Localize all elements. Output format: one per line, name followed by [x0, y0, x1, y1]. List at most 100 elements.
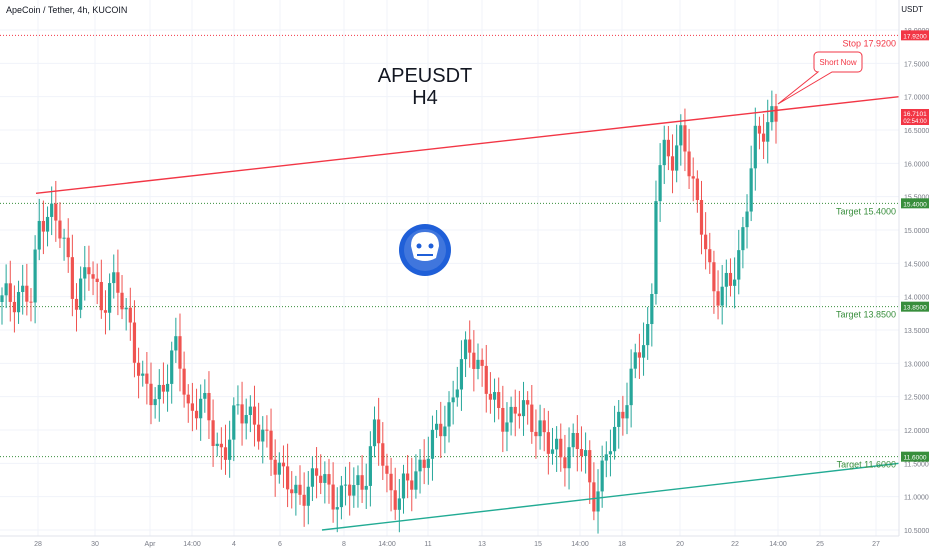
- candle-body[interactable]: [637, 352, 642, 358]
- candle-body[interactable]: [190, 403, 194, 411]
- candle-body[interactable]: [112, 272, 116, 284]
- candle-body[interactable]: [203, 392, 207, 399]
- candle-body[interactable]: [149, 383, 153, 406]
- candle-body[interactable]: [575, 432, 579, 450]
- candle-body[interactable]: [25, 285, 29, 302]
- candle-body[interactable]: [4, 283, 8, 296]
- candle-body[interactable]: [745, 211, 749, 228]
- candle-body[interactable]: [728, 272, 733, 286]
- candle-body[interactable]: [116, 272, 120, 293]
- candle-body[interactable]: [368, 446, 372, 486]
- candle-body[interactable]: [323, 474, 327, 483]
- candle-body[interactable]: [157, 384, 161, 400]
- candle-body[interactable]: [712, 262, 716, 292]
- candle-body[interactable]: [348, 484, 352, 496]
- candle-body[interactable]: [720, 286, 724, 306]
- candle-body[interactable]: [641, 345, 646, 358]
- candle-body[interactable]: [87, 267, 91, 275]
- candle-body[interactable]: [120, 292, 124, 310]
- candle-body[interactable]: [360, 475, 364, 490]
- candle-body[interactable]: [600, 460, 604, 492]
- candle-body[interactable]: [298, 484, 302, 495]
- candle-body[interactable]: [675, 145, 679, 171]
- candle-body[interactable]: [141, 373, 145, 376]
- candle-body[interactable]: [621, 411, 625, 419]
- candle-body[interactable]: [517, 413, 521, 417]
- candle-body[interactable]: [194, 410, 199, 419]
- candle-body[interactable]: [128, 307, 132, 323]
- candle-body[interactable]: [480, 359, 484, 366]
- candle-body[interactable]: [670, 156, 675, 171]
- candle-body[interactable]: [579, 449, 584, 457]
- candle-body[interactable]: [236, 404, 240, 406]
- candle-body[interactable]: [472, 352, 476, 369]
- candle-body[interactable]: [215, 443, 219, 446]
- candle-body[interactable]: [124, 307, 128, 310]
- candle-body[interactable]: [699, 200, 704, 235]
- candles-series[interactable]: [0, 90, 778, 534]
- candle-body[interactable]: [629, 368, 633, 406]
- candle-body[interactable]: [62, 237, 66, 239]
- candle-body[interactable]: [749, 168, 753, 212]
- short-now-callout[interactable]: [777, 51, 863, 105]
- candle-body[interactable]: [199, 398, 203, 419]
- candle-body[interactable]: [290, 489, 294, 494]
- candle-body[interactable]: [414, 471, 418, 490]
- candle-body[interactable]: [327, 474, 331, 485]
- candle-body[interactable]: [314, 468, 319, 476]
- resistance-trendline[interactable]: [35, 95, 900, 195]
- support-trendline[interactable]: [321, 462, 900, 531]
- candle-body[interactable]: [277, 462, 281, 475]
- candle-body[interactable]: [29, 301, 33, 303]
- candle-body[interactable]: [79, 278, 83, 310]
- candle-body[interactable]: [223, 447, 228, 460]
- candle-body[interactable]: [310, 468, 315, 487]
- candle-body[interactable]: [335, 507, 339, 510]
- candle-body[interactable]: [8, 283, 12, 302]
- candle-body[interactable]: [281, 462, 286, 467]
- candle-body[interactable]: [302, 494, 306, 506]
- candle-body[interactable]: [178, 336, 182, 369]
- candle-body[interactable]: [99, 281, 103, 311]
- candle-body[interactable]: [563, 457, 567, 469]
- candle-body[interactable]: [534, 431, 538, 437]
- candle-body[interactable]: [410, 480, 414, 490]
- candle-body[interactable]: [695, 178, 699, 201]
- candle-body[interactable]: [596, 491, 600, 512]
- candle-body[interactable]: [265, 429, 269, 431]
- candle-body[interactable]: [439, 423, 443, 437]
- candle-body[interactable]: [364, 485, 368, 490]
- candle-body[interactable]: [401, 473, 406, 499]
- candle-body[interactable]: [625, 405, 629, 419]
- candle-body[interactable]: [74, 298, 79, 310]
- candle-body[interactable]: [567, 447, 571, 469]
- candle-body[interactable]: [584, 450, 588, 457]
- candle-body[interactable]: [530, 404, 534, 432]
- candle-body[interactable]: [612, 426, 617, 452]
- candle-body[interactable]: [174, 336, 178, 351]
- candle-body[interactable]: [662, 139, 666, 166]
- candle-body[interactable]: [687, 151, 691, 177]
- candle-body[interactable]: [757, 125, 762, 134]
- candle-body[interactable]: [501, 407, 505, 432]
- candle-body[interactable]: [571, 432, 575, 448]
- candle-body[interactable]: [426, 458, 430, 468]
- candle-body[interactable]: [21, 285, 25, 292]
- candle-body[interactable]: [294, 484, 298, 494]
- candle-body[interactable]: [608, 451, 613, 455]
- candle-body[interactable]: [766, 122, 770, 142]
- candle-body[interactable]: [683, 125, 687, 152]
- candle-body[interactable]: [559, 438, 563, 458]
- candle-body[interactable]: [372, 419, 377, 447]
- candle-body[interactable]: [753, 125, 757, 169]
- candle-body[interactable]: [406, 473, 410, 481]
- candle-body[interactable]: [741, 227, 745, 251]
- candle-body[interactable]: [716, 291, 720, 306]
- candle-body[interactable]: [497, 392, 501, 408]
- candle-body[interactable]: [542, 420, 546, 433]
- candle-body[interactable]: [538, 420, 542, 437]
- candle-body[interactable]: [244, 415, 248, 424]
- candle-body[interactable]: [650, 294, 654, 325]
- candle-body[interactable]: [459, 359, 464, 390]
- candle-body[interactable]: [521, 400, 526, 417]
